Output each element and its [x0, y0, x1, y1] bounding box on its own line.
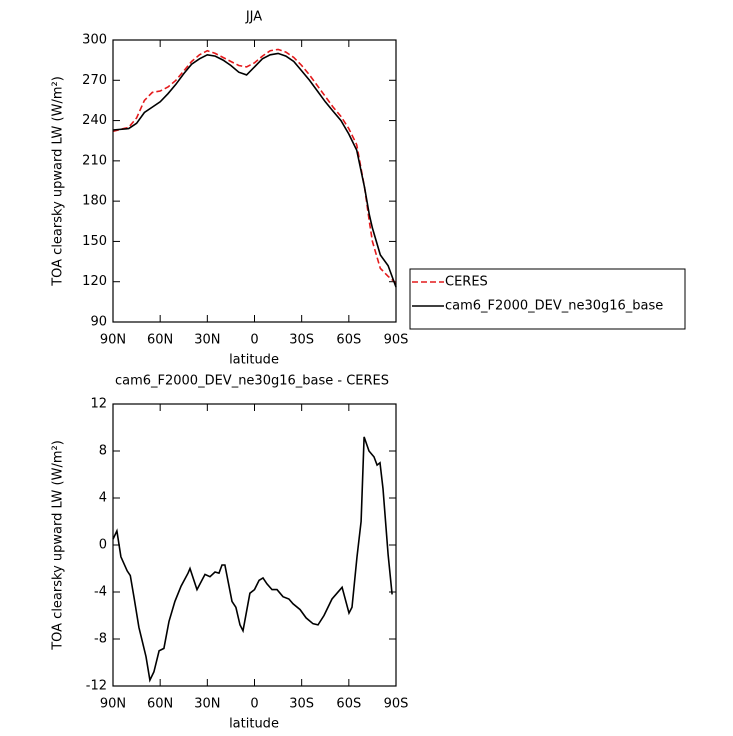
x-tick-label: 90N [100, 697, 126, 712]
x-tick-label: 0 [250, 333, 258, 348]
legend-label: cam6_F2000_DEV_ne30g16_base [445, 299, 663, 314]
data-line [112, 436, 393, 683]
x-tick-label: 60S [336, 697, 361, 712]
y-tick-label: 150 [82, 234, 107, 249]
x-tick-label: 60N [147, 697, 173, 712]
y-tick-label: 4 [99, 491, 107, 506]
y-tick-label: -12 [86, 679, 107, 694]
y-tick-label: -4 [94, 585, 107, 600]
legend-box [409, 268, 686, 330]
plot-frame [112, 39, 397, 323]
x-tick-label: 30N [194, 333, 220, 348]
y-tick-label: 270 [82, 73, 107, 88]
chart-title: cam6_F2000_DEV_ne30g16_base - CERES [115, 374, 389, 389]
x-tick-label: 30S [289, 333, 314, 348]
y-tick-label: 120 [82, 274, 107, 289]
x-tick-label: 90S [384, 333, 409, 348]
x-tick-label: 90S [384, 697, 409, 712]
y-tick-label: 240 [82, 113, 107, 128]
x-axis-label: latitude [229, 353, 279, 368]
y-tick-label: 0 [99, 538, 107, 553]
y-tick-label: 210 [82, 153, 107, 168]
y-tick-label: 90 [90, 315, 107, 330]
x-tick-label: 30N [194, 697, 220, 712]
y-tick-label: 8 [99, 444, 107, 459]
plot-frame [112, 403, 397, 687]
x-tick-label: 0 [250, 697, 258, 712]
legend-label: CERES [445, 275, 488, 290]
data-line [112, 48, 397, 284]
y-axis-label: TOA clearsky upward LW (W/m²) [51, 76, 66, 287]
x-tick-label: 60N [147, 333, 173, 348]
x-tick-label: 30S [289, 697, 314, 712]
x-axis-label: latitude [229, 717, 279, 732]
y-tick-label: 300 [82, 33, 107, 48]
x-tick-label: 90N [100, 333, 126, 348]
y-tick-label: 180 [82, 194, 107, 209]
chart-title: JJA [245, 10, 262, 25]
y-tick-label: -8 [94, 632, 107, 647]
data-line [112, 52, 397, 288]
x-tick-label: 60S [336, 333, 361, 348]
y-axis-label: TOA clearsky upward LW (W/m²) [51, 440, 66, 651]
y-tick-label: 12 [90, 397, 107, 412]
